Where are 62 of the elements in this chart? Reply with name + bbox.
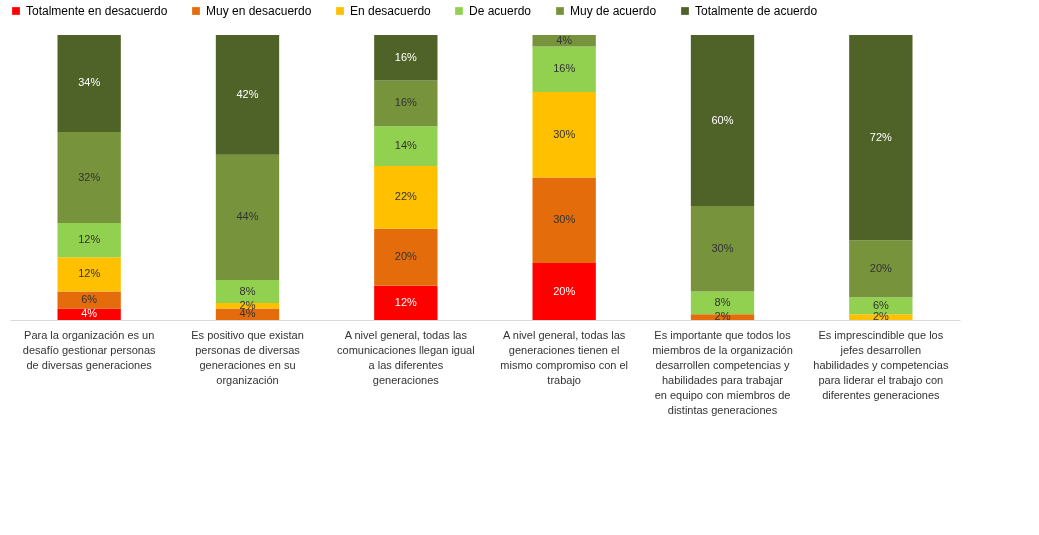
data-label: 32% — [78, 170, 101, 183]
data-label: 16% — [553, 62, 576, 75]
bar — [690, 35, 755, 206]
data-label: 6% — [81, 293, 98, 306]
data-label: 2% — [872, 310, 889, 323]
data-label: 60% — [711, 113, 734, 126]
bar — [215, 280, 280, 303]
bar — [690, 206, 755, 292]
bar — [215, 35, 280, 155]
bar — [57, 131, 121, 224]
bar — [57, 35, 121, 132]
data-label: 14% — [394, 139, 418, 152]
legend-label: En desacuerdo — [350, 4, 432, 18]
bar — [532, 92, 596, 178]
data-label: 20% — [869, 261, 893, 274]
data-label: 44% — [236, 210, 259, 223]
data-label: 2% — [714, 310, 731, 323]
bar — [532, 46, 596, 92]
x-tick-label: A nivel general, todas las generaciones tienen el mismo compromiso con el trabajo — [500, 329, 629, 386]
bar — [57, 257, 121, 292]
data-label: 30% — [553, 127, 576, 140]
data-label: 16% — [394, 50, 418, 63]
data-label: 4% — [81, 307, 98, 320]
bar — [849, 240, 913, 298]
data-label: 42% — [236, 87, 259, 100]
bar — [374, 285, 438, 320]
bar — [57, 223, 121, 258]
x-tick-label: A nivel general, todas las comunicaciones llegan igual a las diferentes generaciones — [337, 329, 475, 386]
legend-label: Totalmente de acuerdo — [695, 4, 818, 18]
data-label: 12% — [78, 267, 101, 280]
legend-label: Muy de acuerdo — [570, 4, 657, 18]
x-tick-label: Para la organización es un desafío gestionar personas de diversas generaciones — [22, 329, 157, 371]
legend-label: Totalmente en desacuerdo — [26, 4, 168, 18]
data-label: 8% — [714, 295, 731, 308]
bar — [849, 35, 913, 241]
data-label: 30% — [553, 213, 576, 226]
data-label: 20% — [553, 284, 576, 297]
data-label: 16% — [394, 96, 418, 109]
data-label: 30% — [711, 241, 734, 254]
x-tick-label: Es imprescindible que los jefes desarrollen habilidades y competencias para liderar el trabajo con diferentes generaciones — [813, 329, 949, 401]
bar — [374, 35, 438, 81]
legend-label: Muy en desacuerdo — [206, 4, 312, 18]
data-label: 8% — [239, 284, 256, 297]
bar — [215, 154, 280, 281]
bar — [57, 291, 121, 309]
data-label: 34% — [78, 76, 101, 89]
bar — [532, 177, 596, 263]
x-tick-label: Es positivo que existan personas de diversas generaciones en su organización — [191, 329, 304, 386]
data-label: 6% — [872, 298, 889, 311]
data-label: 12% — [394, 295, 418, 308]
bar — [532, 263, 596, 320]
bar — [374, 166, 438, 229]
legend-label: De acuerdo — [469, 4, 532, 18]
data-label: 22% — [394, 190, 418, 203]
bar — [374, 80, 438, 127]
data-label: 4% — [556, 33, 573, 46]
x-tick-label: Es importante que todos los miembros de la organización desarrollen competencias y habilidades para trabajar en equipo con miembros de distintas generaciones — [652, 329, 793, 416]
bar — [374, 228, 438, 286]
data-label: 12% — [78, 233, 101, 246]
bar — [374, 126, 438, 167]
data-label: 72% — [869, 130, 893, 143]
data-label: 20% — [394, 250, 418, 263]
